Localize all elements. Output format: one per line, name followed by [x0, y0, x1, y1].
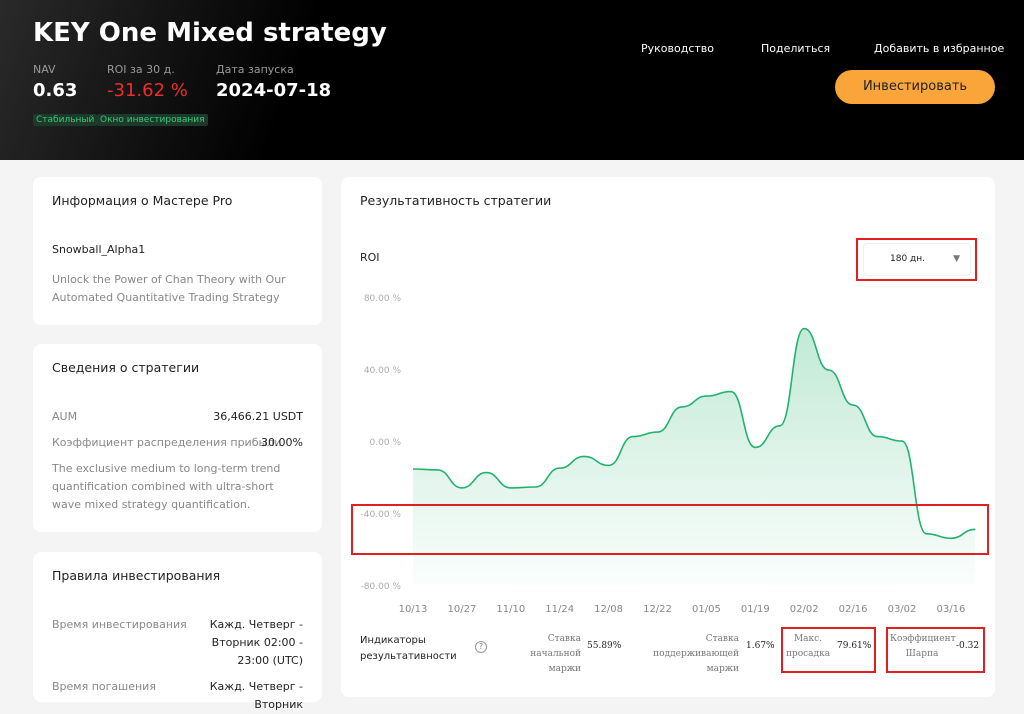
help-icon[interactable]: ?: [475, 641, 487, 653]
card-title: Правила инвестирования: [52, 568, 221, 583]
row-value: Кажд. Четверг - Вторник 02:00 - 23:00 (U…: [209, 618, 303, 667]
metric-value: 1.67%: [746, 641, 775, 651]
metrics-title: Индикаторы результативности: [360, 635, 457, 662]
highlight: [351, 504, 989, 555]
highlight: [886, 627, 985, 673]
rules-card: Правила инвестирования Время инвестирова…: [33, 552, 322, 711]
master-card: Информация о Мастере Pro Snowball_Alpha1…: [33, 177, 322, 325]
title: KEY One Mixed strategy: [33, 18, 387, 48]
row-value: 30.00%: [261, 436, 303, 449]
row-label: Время погашения: [52, 680, 156, 693]
metric-label: Макс. просадка: [785, 634, 831, 659]
row-value: 36,466.21 USDT: [213, 410, 303, 423]
metric-label: Ставка начальной маржи: [530, 634, 581, 674]
header: KEY One Mixed strategy NAV 0.63 ROI за 3…: [0, 0, 1024, 160]
link[interactable]: Добавить в избранное: [874, 42, 1005, 55]
strategy-description: The exclusive medium to long-term trend …: [52, 462, 281, 511]
roi: -31.62 %: [107, 80, 188, 101]
card-title: Сведения о стратегии: [52, 360, 200, 375]
master-description: Unlock the Power of Chan Theory with Our…: [52, 273, 286, 304]
metric-value: -0.32: [956, 641, 980, 651]
x-tick-label: 01/05: [692, 604, 721, 615]
metric-label: Ставка поддерживающей маржи: [653, 634, 739, 674]
x-tick-label: 11/10: [496, 604, 525, 615]
x-tick-label: 03/16: [936, 604, 965, 615]
launch: 2024-07-18: [216, 80, 332, 101]
y-tick-label: 40.00 %: [364, 366, 402, 376]
metric-label: Коэффициент Шарпа: [890, 634, 956, 659]
strategy-card: Сведения о стратегии AUM 36,466.21 USDT …: [33, 344, 322, 532]
invest-button[interactable]: Инвестировать: [835, 70, 995, 104]
row-label: Коэффициент распределения прибыли: [52, 436, 282, 449]
nav-label: NAV: [33, 63, 56, 76]
period-select[interactable]: 180 дн. ▼: [863, 243, 971, 276]
master-name: Snowball_Alpha1: [52, 243, 146, 256]
x-tick-label: 11/24: [545, 604, 574, 615]
y-label: ROI: [360, 251, 380, 264]
y-tick-label: -80.00 %: [361, 582, 402, 592]
metric-value: 55.89%: [587, 641, 622, 651]
x-tick-label: 10/13: [399, 604, 428, 615]
x-tick-label: 01/19: [741, 604, 770, 615]
card-title: Результативность стратегии: [360, 193, 552, 208]
tag: Стабильный: [33, 114, 98, 126]
roi-label: ROI за 30 д.: [107, 63, 175, 76]
nav: 0.63: [33, 80, 78, 101]
card-title: Информация о Мастере Pro: [52, 193, 233, 208]
line: [412, 327, 976, 540]
row-label: Время инвестирования: [52, 618, 187, 631]
row-label: AUM: [52, 410, 78, 423]
highlight: [856, 238, 977, 281]
y-tick-label: 0.00 %: [370, 438, 402, 448]
x-tick-label: 03/02: [888, 604, 917, 615]
chart: 80.00 % 40.00 % 0.00 % -40.00 % -80.00 % 10/1…: [361, 294, 976, 615]
metric-value: 79.61%: [837, 641, 872, 651]
period: 180 дн.: [890, 254, 926, 264]
launch-label: Дата запуска: [216, 63, 294, 76]
x-tick-label: 12/22: [643, 604, 672, 615]
row-value: Кажд. Четверг - Вторник: [209, 680, 303, 711]
link[interactable]: Руководство: [641, 42, 715, 55]
x-tick-label: 12/08: [594, 604, 623, 615]
highlight: [781, 627, 876, 673]
x-tick-label: 02/16: [839, 604, 868, 615]
area: [413, 328, 976, 586]
x-tick-label: 02/02: [790, 604, 819, 615]
x-tick-label: 10/27: [447, 604, 476, 615]
tag: Окно инвестирования: [97, 114, 208, 126]
y-tick-label: 80.00 %: [364, 294, 402, 304]
link[interactable]: Поделиться: [761, 42, 831, 55]
y-tick-label: -40.00 %: [361, 510, 402, 520]
